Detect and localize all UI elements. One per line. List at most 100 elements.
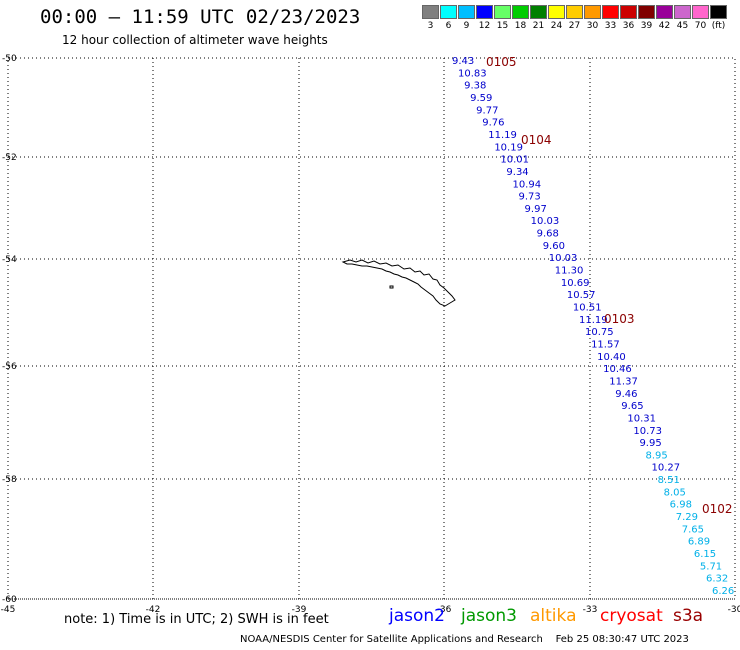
scale-swatch xyxy=(566,5,583,19)
lon-tick-label: -42 xyxy=(146,605,161,615)
wave-height-value: 11.19 xyxy=(579,315,608,326)
map-title: 00:00 – 11:59 UTC 02/23/2023 xyxy=(40,6,361,28)
scale-label: 6 xyxy=(445,21,452,31)
island-islet xyxy=(389,285,394,289)
wave-height-value: 8.05 xyxy=(664,487,686,498)
scale-label: 33 xyxy=(604,21,617,31)
scale-label: 30 xyxy=(586,21,599,31)
scale-label: 39 xyxy=(640,21,653,31)
wave-height-value: 9.34 xyxy=(506,167,528,178)
wave-height-value: 10.46 xyxy=(603,364,632,375)
wave-height-value: 10.01 xyxy=(500,155,529,166)
scale-label: 9 xyxy=(463,21,470,31)
wave-height-value: 8.51 xyxy=(658,475,680,486)
lat-tick-label: -52 xyxy=(2,153,17,163)
wave-height-value: 9.73 xyxy=(519,192,541,203)
satellite-name: s3a xyxy=(673,606,704,626)
wave-height-value: 9.38 xyxy=(464,81,486,92)
wave-height-value: 10.03 xyxy=(531,216,560,227)
wave-height-value: 11.57 xyxy=(591,339,620,350)
lat-lon-grid xyxy=(7,57,736,600)
wave-height-value: 10.83 xyxy=(458,68,487,79)
scale-label: 15 xyxy=(496,21,509,31)
footnote: note: 1) Time is in UTC; 2) SWH is in fe… xyxy=(64,612,329,627)
wave-height-value: 9.76 xyxy=(482,118,504,129)
scale-swatch xyxy=(440,5,457,19)
scale-label: (ft) xyxy=(711,21,726,31)
wave-height-value: 9.77 xyxy=(476,105,498,116)
credit-line: NOAA/NESDIS Center for Satellite Applica… xyxy=(240,634,689,645)
lat-tick-label: -56 xyxy=(2,362,17,372)
scale-swatch xyxy=(674,5,691,19)
satellite-name: cryosat xyxy=(600,606,663,626)
wave-height-value: 10.19 xyxy=(494,142,523,153)
map-subtitle: 12 hour collection of altimeter wave hei… xyxy=(62,33,328,47)
lat-tick-label: -60 xyxy=(2,595,17,605)
scale-swatch xyxy=(458,5,475,19)
wave-height-value: 9.68 xyxy=(537,229,559,240)
scale-swatch xyxy=(476,5,493,19)
wave-height-value: 10.40 xyxy=(597,352,626,363)
scale-swatch xyxy=(548,5,565,19)
scale-label: 42 xyxy=(658,21,671,31)
wave-height-value: 10.51 xyxy=(573,303,602,314)
scale-swatch xyxy=(422,5,439,19)
wave-height-value: 10.94 xyxy=(512,179,541,190)
wave-height-value: 6.26 xyxy=(712,586,734,597)
satellite-name: jason3 xyxy=(461,606,517,626)
scale-label: 18 xyxy=(514,21,527,31)
lon-tick-label: -45 xyxy=(1,605,16,615)
scale-label: 27 xyxy=(568,21,581,31)
scale-label: 45 xyxy=(676,21,689,31)
pass-id-label: 0102 xyxy=(702,502,733,516)
lon-tick-label: -30 xyxy=(728,605,740,615)
scale-swatch xyxy=(620,5,637,19)
wave-height-value: 10.03 xyxy=(549,253,578,264)
wave-height-value: 11.37 xyxy=(609,376,638,387)
satellite-name: jason2 xyxy=(389,606,445,626)
wave-height-value: 9.97 xyxy=(525,204,547,215)
wave-height-value: 6.15 xyxy=(694,549,716,560)
lon-tick-label: -39 xyxy=(292,605,307,615)
wave-height-value: 6.98 xyxy=(670,500,692,511)
scale-swatch xyxy=(512,5,529,19)
scale-swatch xyxy=(530,5,547,19)
pass-id-label: 0104 xyxy=(521,133,552,147)
pass-labels: 0105 0104 0103 0102 xyxy=(486,55,733,516)
pass-id-label: 0105 xyxy=(486,55,517,69)
scale-label: 70 xyxy=(694,21,707,31)
scale-swatch xyxy=(656,5,673,19)
wave-height-value: 9.46 xyxy=(615,389,637,400)
lon-tick-label: -36 xyxy=(437,605,452,615)
wave-height-value: 9.43 xyxy=(452,56,474,67)
scale-swatch xyxy=(584,5,601,19)
altimeter-track: 9.4310.839.389.599.779.7611.1910.1910.01… xyxy=(452,56,734,597)
wave-height-value: 6.89 xyxy=(688,537,710,548)
map-frame xyxy=(7,57,736,600)
wave-height-value: 11.19 xyxy=(488,130,517,141)
wave-height-value: 6.32 xyxy=(706,574,728,585)
south-georgia-island-coastline xyxy=(341,259,456,307)
wave-height-value: 5.71 xyxy=(700,561,722,572)
scale-label: 3 xyxy=(427,21,434,31)
satellite-name: altika xyxy=(530,606,577,626)
wave-height-value: 7.29 xyxy=(676,512,698,523)
pass-id-label: 0103 xyxy=(604,312,635,326)
wave-height-color-scale: 3 6 9 12 15 18 21 24 27 30 33 36 39 42 45 70 (ft) xyxy=(422,5,728,35)
wave-height-value: 10.27 xyxy=(652,463,681,474)
scale-label: 24 xyxy=(550,21,563,31)
wave-height-value: 9.59 xyxy=(470,93,492,104)
scale-swatch xyxy=(638,5,655,19)
wave-height-value: 7.65 xyxy=(682,524,704,535)
scale-label: 12 xyxy=(478,21,491,31)
scale-swatch xyxy=(494,5,511,19)
wave-height-value: 10.75 xyxy=(585,327,614,338)
wave-height-value: 9.60 xyxy=(543,241,565,252)
wave-height-value: 9.95 xyxy=(639,438,661,449)
wave-height-value: 11.30 xyxy=(555,266,584,277)
lat-tick-label: -54 xyxy=(2,255,17,265)
scale-swatch xyxy=(710,5,727,19)
lat-tick-label: -58 xyxy=(2,475,17,485)
lon-tick-label: -33 xyxy=(583,605,598,615)
